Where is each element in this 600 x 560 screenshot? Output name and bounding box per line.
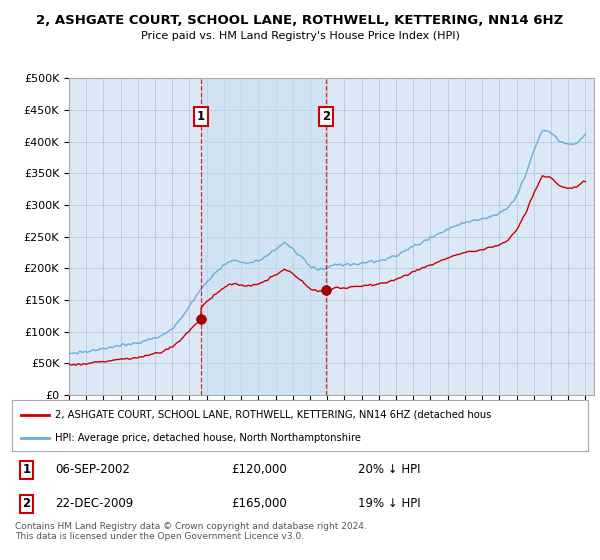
Text: 2: 2 (322, 110, 330, 123)
Text: This data is licensed under the Open Government Licence v3.0.: This data is licensed under the Open Gov… (15, 532, 304, 541)
Text: 20% ↓ HPI: 20% ↓ HPI (358, 463, 420, 476)
Text: 1: 1 (22, 463, 31, 476)
Text: 1: 1 (197, 110, 205, 123)
Text: HPI: Average price, detached house, North Northamptonshire: HPI: Average price, detached house, Nort… (55, 433, 361, 443)
Text: 19% ↓ HPI: 19% ↓ HPI (358, 497, 420, 510)
Text: 06-SEP-2002: 06-SEP-2002 (55, 463, 130, 476)
Text: 2, ASHGATE COURT, SCHOOL LANE, ROTHWELL, KETTERING, NN14 6HZ (detached hous: 2, ASHGATE COURT, SCHOOL LANE, ROTHWELL,… (55, 409, 491, 419)
Text: 2, ASHGATE COURT, SCHOOL LANE, ROTHWELL, KETTERING, NN14 6HZ: 2, ASHGATE COURT, SCHOOL LANE, ROTHWELL,… (37, 14, 563, 27)
Bar (201, 78, 326, 395)
Text: 2: 2 (22, 497, 31, 510)
Text: £165,000: £165,000 (231, 497, 287, 510)
Text: Contains HM Land Registry data © Crown copyright and database right 2024.: Contains HM Land Registry data © Crown c… (15, 522, 367, 531)
Text: Price paid vs. HM Land Registry's House Price Index (HPI): Price paid vs. HM Land Registry's House … (140, 31, 460, 41)
Text: 22-DEC-2009: 22-DEC-2009 (55, 497, 133, 510)
Text: £120,000: £120,000 (231, 463, 287, 476)
